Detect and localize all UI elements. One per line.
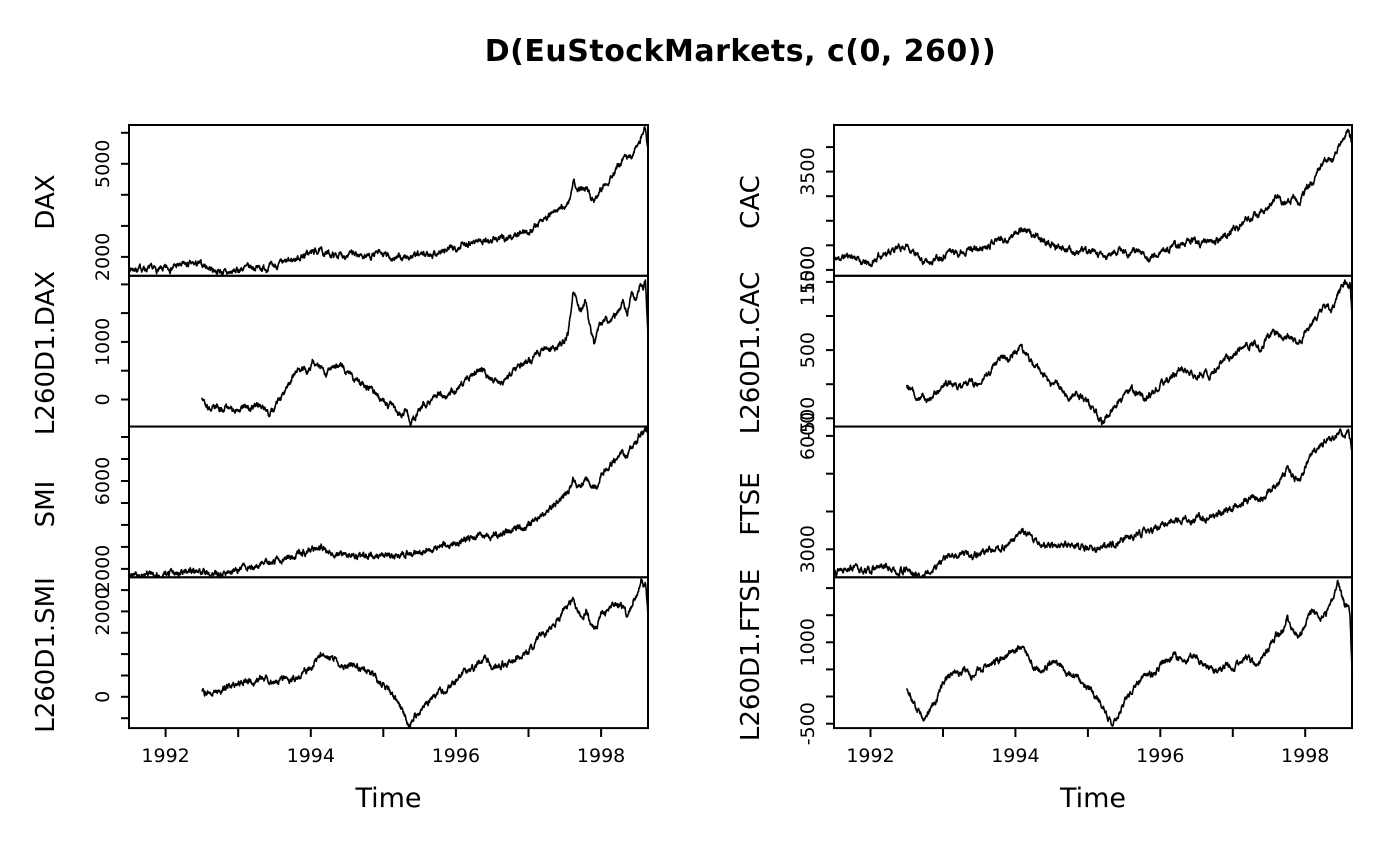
x-tick-label: 1992 [141,745,189,767]
y-tick-label: 1500 [797,246,819,294]
x-tick-label: 1994 [991,745,1039,767]
y-tick-label: 0 [92,393,114,405]
series-line-DAX [128,126,650,276]
y-tick-label: 6000 [92,457,114,505]
y-tick-label: 1000 [797,618,819,666]
x-tick-label: 1996 [432,745,480,767]
series-line-L260D1.CAC [905,279,1354,426]
y-tick-label: 6000 [797,412,819,460]
x-axis-label-left: Time [355,783,422,814]
y-axis-label-l260d1-smi: L260D1.SMI [31,577,61,733]
panel-frame [833,425,1353,579]
y-tick-label: 3000 [797,525,819,573]
y-tick-label: 0 [92,691,114,703]
x-tick-label: 1998 [577,745,625,767]
panel-frame [833,576,1353,730]
panel-frame [128,576,649,730]
y-tick-label: 500 [797,332,819,368]
y-tick-label: -500 [797,702,819,745]
panel-frame [833,274,1353,428]
y-tick-label: 3500 [797,147,819,195]
x-tick-label: 1992 [846,745,894,767]
series-line-L260D1.DAX [201,279,650,426]
series-line-L260D1.SMI [201,578,650,729]
series-line-L260D1.FTSE [905,579,1354,727]
y-tick-label: -500 [797,397,819,440]
y-tick-label: 2000 [92,233,114,281]
y-tick-label: 1500 [797,258,819,306]
y-axis-label-l260d1-ftse: L260D1.FTSE [736,568,766,742]
x-tick-label: 1996 [1136,745,1184,767]
x-tick-label: 1998 [1281,745,1329,767]
y-tick-label: 1000 [92,318,114,366]
chart-title: D(EuStockMarkets, c(0, 260)) [484,34,997,69]
x-axis-label-right: Time [1059,783,1127,814]
series-line-CAC [833,128,1354,268]
series-line-SMI [128,426,650,579]
y-tick-label: 5000 [92,140,114,188]
y-tick-label: 2000 [92,587,114,635]
series-line-FTSE [833,428,1353,579]
y-tick-label: 2000 [92,545,114,593]
x-tick-label: 1994 [287,745,335,767]
